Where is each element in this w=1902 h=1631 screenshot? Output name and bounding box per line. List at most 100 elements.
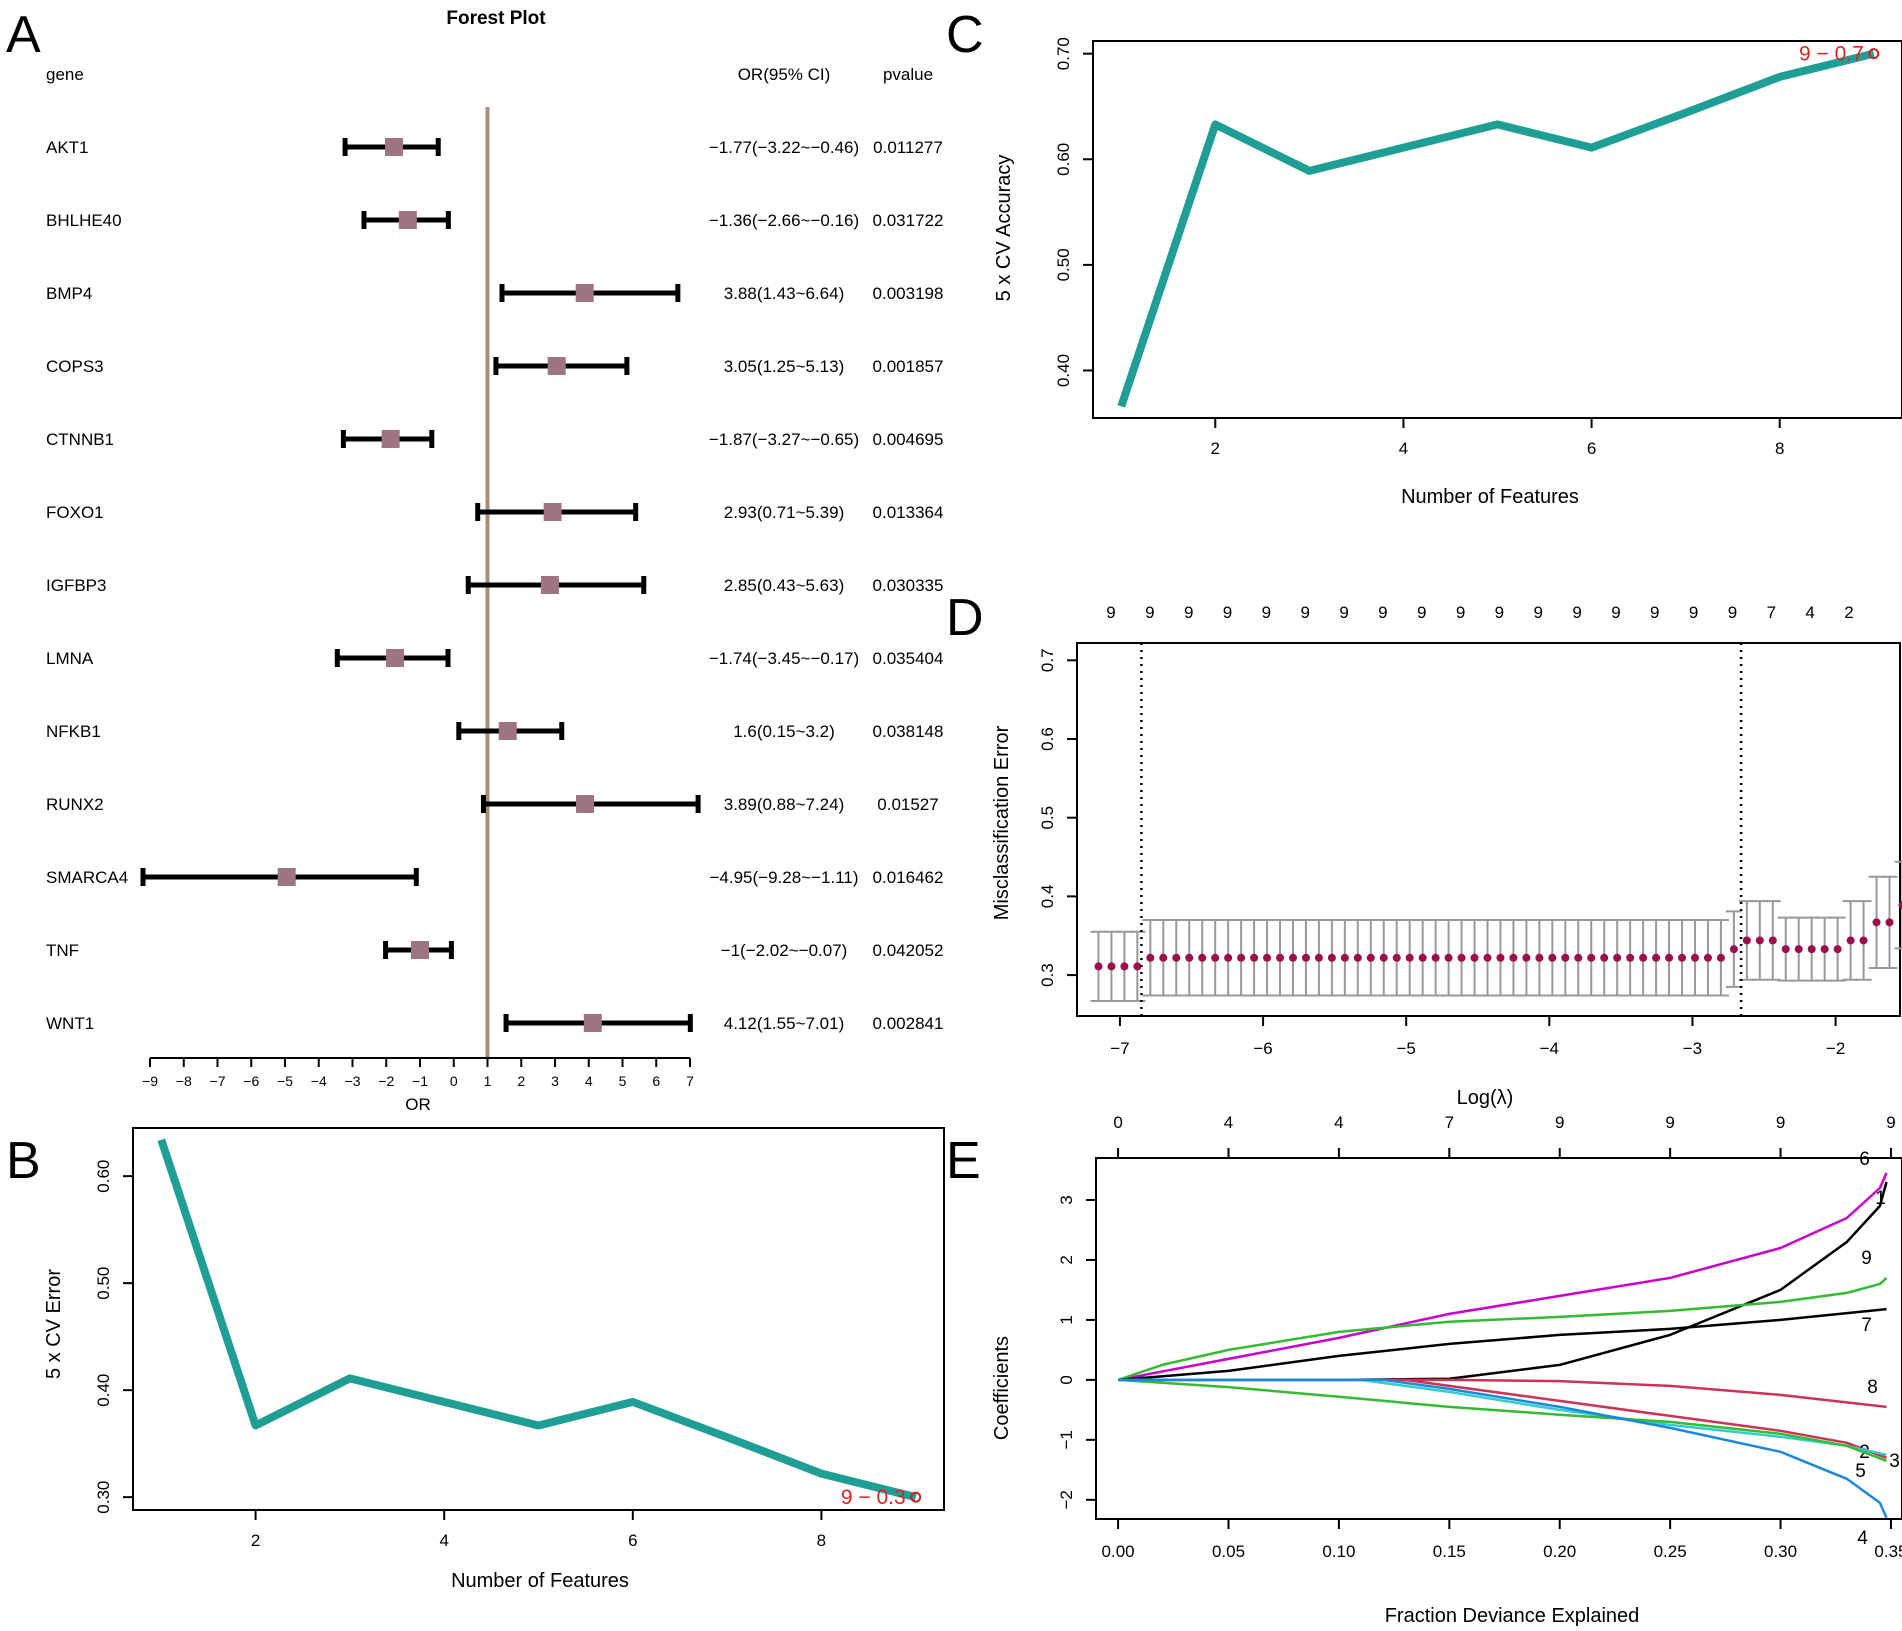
x-tick-label: 6 (628, 1531, 637, 1550)
forest-header-gene: gene (46, 65, 84, 84)
forest-x-tick-label: −8 (176, 1073, 192, 1089)
x-tick-label: 0.15 (1433, 1542, 1466, 1561)
cv-point (1665, 953, 1674, 962)
top-axis-label: 7 (1767, 603, 1776, 622)
path-label: 8 (1867, 1377, 1878, 1398)
forest-x-tick-label: 3 (551, 1073, 559, 1089)
forest-gene-label: BMP4 (46, 284, 92, 303)
path-label: 4 (1857, 1528, 1868, 1549)
cv-point (1444, 953, 1453, 962)
forest-pvalue-text: 0.030335 (873, 576, 944, 595)
top-axis-label: 9 (1650, 603, 1659, 622)
y-tick-label: −2 (1057, 1490, 1076, 1509)
cv-point (1405, 953, 1414, 962)
coefficient-path (1117, 1307, 1887, 1382)
cv-point (1587, 953, 1596, 962)
forest-or-text: 4.12(1.55~7.01) (724, 1014, 845, 1033)
forest-estimate-box (277, 868, 296, 886)
forest-or-text: −1.77(−3.22~−0.46) (709, 138, 859, 157)
forest-gene-label: FOXO1 (46, 503, 104, 522)
cv-point (1314, 953, 1323, 962)
x-tick-label: 8 (817, 1531, 826, 1550)
y-tick-label: 0.50 (94, 1267, 113, 1300)
forest-plot-title: Forest Plot (446, 8, 546, 29)
cv-point (1120, 962, 1129, 971)
forest-pvalue-text: 0.003198 (873, 284, 944, 303)
cv-point (1211, 953, 1220, 962)
cv-point (1729, 945, 1738, 954)
cv-point (1470, 953, 1479, 962)
top-axis-label: 9 (1339, 603, 1348, 622)
d-y-label: Misclassification Error (991, 725, 1013, 920)
cv-point (1639, 953, 1648, 962)
forest-or-text: −1.36(−2.66~−0.16) (709, 211, 859, 230)
cv-point (1107, 962, 1116, 971)
top-axis-label: 9 (1495, 603, 1504, 622)
x-tick-label: 0.00 (1102, 1542, 1135, 1561)
panel-label-c: C (946, 6, 984, 64)
cv-point (1327, 953, 1336, 962)
cv-point (1742, 936, 1751, 945)
forest-pvalue-text: 0.002841 (873, 1014, 944, 1033)
forest-estimate-box (547, 357, 566, 375)
cv-error-panel: Number of Features 5 x CV Error 2 4 6 8 0.30… (43, 1127, 945, 1592)
path-label: 7 (1861, 1315, 1872, 1336)
cv-point (1820, 945, 1829, 954)
y-tick-label: 0.6 (1038, 727, 1057, 751)
forest-x-tick-label: 6 (652, 1073, 660, 1089)
forest-or-text: 3.05(1.25~5.13) (724, 357, 845, 376)
forest-x-tick-label: −5 (277, 1073, 293, 1089)
forest-estimate-box (575, 284, 594, 302)
y-tick-label: 0.40 (94, 1374, 113, 1407)
top-axis-label: 9 (1262, 603, 1271, 622)
forest-or-text: −1.87(−3.27~−0.65) (709, 430, 859, 449)
cv-point (1483, 953, 1492, 962)
forest-x-tick-label: 7 (686, 1073, 694, 1089)
forest-or-text: 2.93(0.71~5.39) (724, 503, 845, 522)
c-x-label: Number of Features (1401, 486, 1579, 508)
b-y-label: 5 x CV Error (43, 1269, 65, 1379)
forest-pvalue-text: 0.038148 (873, 722, 944, 741)
best-point-marker (1868, 48, 1880, 60)
forest-gene-label: TNF (46, 941, 79, 960)
x-tick-label: −6 (1253, 1039, 1272, 1058)
forest-x-tick-label: −7 (210, 1073, 226, 1089)
cv-line (1117, 49, 1875, 408)
top-axis-label: 9 (1184, 603, 1193, 622)
forest-pvalue-text: 0.01527 (877, 795, 938, 814)
path-label: 1 (1875, 1188, 1886, 1209)
forest-estimate-box (498, 722, 517, 740)
top-axis-label: 9 (1534, 603, 1543, 622)
forest-or-text: −4.95(−9.28~−1.11) (709, 868, 858, 887)
forest-estimate-box (543, 503, 562, 521)
forest-or-text: 3.89(0.88~7.24) (724, 795, 845, 814)
path-label: 6 (1859, 1149, 1870, 1170)
cv-point (1366, 953, 1375, 962)
cv-point (1094, 962, 1103, 971)
cv-point (1535, 953, 1544, 962)
forest-x-tick-label: −6 (243, 1073, 259, 1089)
path-label: 9 (1861, 1248, 1872, 1269)
cv-point (1872, 918, 1881, 927)
forest-gene-label: COPS3 (46, 357, 104, 376)
plot-frame (1095, 1157, 1902, 1520)
forest-or-text: 3.88(1.43~6.64) (724, 284, 845, 303)
coefficient-path (1118, 1378, 1887, 1462)
cv-point (1146, 953, 1155, 962)
forest-estimate-box (576, 795, 595, 813)
forest-gene-label: BHLHE40 (46, 211, 122, 230)
top-axis-label: 9 (1378, 603, 1387, 622)
cv-point (1859, 936, 1868, 945)
coefficient-path (1118, 1378, 1887, 1459)
plot-frame (1092, 40, 1902, 419)
best-point-annotation: 9 − 0.3 (841, 1486, 906, 1509)
cv-point (1340, 953, 1349, 962)
cv-point (1237, 953, 1246, 962)
x-tick-label: −4 (1540, 1039, 1559, 1058)
top-axis-label: 9 (1572, 603, 1581, 622)
cv-point (1794, 945, 1803, 954)
forest-estimate-box (540, 576, 559, 594)
cv-point (1600, 953, 1609, 962)
cv-point (1807, 945, 1816, 954)
